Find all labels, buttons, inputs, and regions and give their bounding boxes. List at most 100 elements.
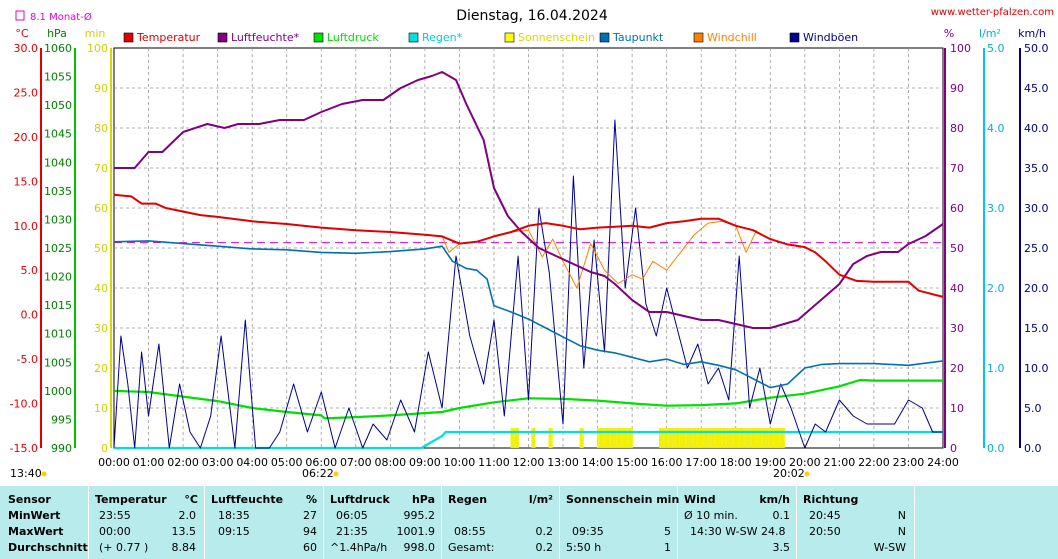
tick-pressure: 990 bbox=[51, 442, 72, 455]
tick-temp: -10.0 bbox=[10, 398, 38, 411]
stats-wind: Wind km/h Ø 10 min. 0.1 14:30 W-SW 24.8 … bbox=[678, 486, 797, 559]
stats-wind-title: Wind bbox=[684, 493, 716, 506]
unit-pressure: hPa bbox=[47, 27, 67, 40]
stats-dir-title: Richtung bbox=[803, 493, 859, 506]
tick-sun: 60 bbox=[94, 202, 108, 215]
x-tick-label: 14:00 bbox=[582, 456, 614, 469]
legend-swatch-0 bbox=[123, 32, 134, 43]
wind-avg10-value: 0.1 bbox=[772, 509, 791, 522]
site-link[interactable]: www.wetter-pfalzen.com bbox=[931, 7, 1054, 18]
tick-rain: 4.0 bbox=[987, 122, 1005, 135]
legend-swatch-4 bbox=[504, 32, 515, 43]
series-luftdruck bbox=[113, 378, 943, 420]
temp-avg-note: (+ 0.77 ) bbox=[99, 541, 149, 554]
tick-wind: 20.0 bbox=[1024, 282, 1049, 295]
temp-max-value: 13.5 bbox=[171, 525, 197, 538]
series-lines bbox=[113, 71, 944, 450]
tick-pressure: 1005 bbox=[44, 356, 72, 369]
grid bbox=[113, 47, 944, 449]
x-tick-label: 18:00 bbox=[720, 456, 752, 469]
press-trend: ^1.4hPa/h bbox=[330, 541, 388, 554]
tick-pressure: 995 bbox=[51, 413, 72, 426]
tick-wind: 40.0 bbox=[1024, 122, 1049, 135]
x-tick-label: 04:00 bbox=[236, 456, 268, 469]
dir-max-value: N bbox=[897, 525, 906, 538]
tick-pressure: 1000 bbox=[44, 385, 72, 398]
tick-wind: 30.0 bbox=[1024, 202, 1049, 215]
stats-press-title: Luftdruck bbox=[330, 493, 390, 506]
tick-wind: 25.0 bbox=[1024, 242, 1049, 255]
tick-wind: 15.0 bbox=[1024, 322, 1049, 335]
tick-humidity: 30 bbox=[950, 322, 964, 335]
rain-total-value: 0.2 bbox=[535, 541, 554, 554]
series-windben bbox=[113, 119, 943, 449]
dir-min-time: 20:45 bbox=[809, 509, 841, 522]
unit-temp: °C bbox=[15, 27, 29, 40]
wind-avg-value: 3.5 bbox=[772, 541, 791, 554]
tick-rain: 1.0 bbox=[987, 362, 1005, 375]
daylength-label: 13:40 bbox=[10, 467, 42, 480]
legend-label-3: Regen* bbox=[422, 31, 463, 44]
chart-title: Dienstag, 16.04.2024 bbox=[456, 8, 608, 24]
tick-temp: 10.0 bbox=[14, 220, 39, 233]
press-min-value: 995.2 bbox=[403, 509, 436, 522]
x-tick-label: 24:00 bbox=[927, 456, 959, 469]
sunset-label: 20:02 bbox=[773, 467, 805, 480]
monthly-avg-label: 8.1 Monat-Ø bbox=[30, 11, 92, 23]
tick-wind: 35.0 bbox=[1024, 162, 1049, 175]
row-label-max: MaxWert bbox=[8, 525, 64, 538]
wind-max: 14:30 W-SW 24.8 bbox=[690, 525, 786, 538]
tick-pressure: 1060 bbox=[44, 42, 72, 55]
series-regen bbox=[114, 430, 943, 450]
tick-humidity: 60 bbox=[950, 202, 964, 215]
tick-pressure: 1050 bbox=[44, 99, 72, 112]
hum-max-value: 94 bbox=[303, 525, 317, 538]
sunrise-label: 06:22 bbox=[302, 467, 334, 480]
tick-pressure: 1030 bbox=[44, 213, 72, 226]
hum-avg-value: 60 bbox=[303, 541, 317, 554]
temp-min-value: 2.0 bbox=[178, 509, 197, 522]
x-tick-label: 15:00 bbox=[616, 456, 648, 469]
temp-min-time: 23:55 bbox=[99, 509, 131, 522]
stats-direction: Richtung 20:45 N 20:50 N W-SW bbox=[797, 486, 915, 559]
stats-temp-unit: °C bbox=[184, 493, 198, 506]
tick-humidity: 100 bbox=[950, 42, 971, 55]
row-label-avg: Durchschnitt bbox=[8, 541, 88, 554]
weather-chart: Dienstag, 16.04.2024 www.wetter-pfalzen.… bbox=[9, 7, 1054, 480]
rain-max-value: 0.2 bbox=[535, 525, 554, 538]
stats-hum-title: Luftfeuchte bbox=[211, 493, 284, 506]
tick-humidity: 10 bbox=[950, 402, 964, 415]
tick-wind: 5.0 bbox=[1024, 402, 1042, 415]
tick-temp: 5.0 bbox=[21, 264, 39, 277]
x-tick-label: 13:00 bbox=[547, 456, 579, 469]
tick-temp: -5.0 bbox=[17, 353, 38, 366]
legend-swatch-5 bbox=[599, 32, 610, 43]
x-tick-label: 00:00 bbox=[98, 456, 130, 469]
unit-humidity: % bbox=[944, 27, 954, 40]
x-tick-label: 10:00 bbox=[444, 456, 476, 469]
tick-sun: 80 bbox=[94, 122, 108, 135]
legend-swatch-2 bbox=[313, 32, 324, 43]
tick-wind: 45.0 bbox=[1024, 82, 1049, 95]
tick-temp: 15.0 bbox=[14, 175, 39, 188]
row-label-min: MinWert bbox=[8, 509, 61, 522]
stats-sun-title: Sonnenschein min bbox=[566, 493, 680, 506]
unit-sun: min bbox=[85, 27, 106, 40]
unit-rain: l/m² bbox=[979, 27, 1001, 40]
tick-pressure: 1015 bbox=[44, 299, 72, 312]
stats-press-unit: hPa bbox=[411, 493, 435, 506]
tick-pressure: 1035 bbox=[44, 185, 72, 198]
tick-pressure: 1055 bbox=[44, 71, 72, 84]
series-luftfeuchte bbox=[114, 71, 944, 329]
legend-swatch-1 bbox=[217, 32, 228, 43]
tick-sun: 100 bbox=[87, 42, 108, 55]
x-tick-label: 06:00 bbox=[305, 456, 337, 469]
x-tick-label: 09:00 bbox=[409, 456, 441, 469]
unit-wind: km/h bbox=[1018, 27, 1046, 40]
tick-pressure: 1010 bbox=[44, 328, 72, 341]
dir-min-value: N bbox=[897, 509, 906, 522]
x-tick-label: 19:00 bbox=[754, 456, 786, 469]
series-temperatur bbox=[113, 193, 944, 298]
stats-rain-unit: l/m² bbox=[528, 493, 553, 506]
press-max-value: 1001.9 bbox=[396, 525, 436, 538]
